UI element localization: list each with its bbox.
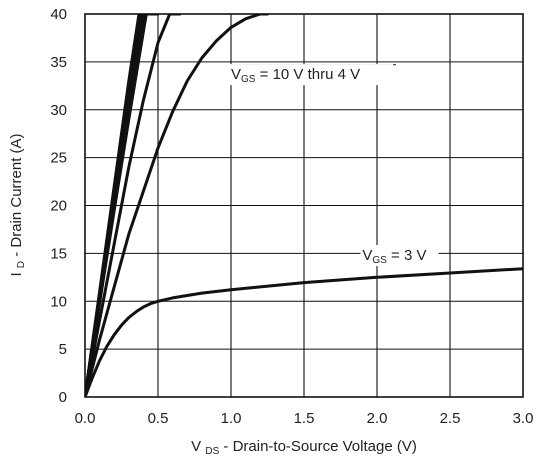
y-axis-title: I D - Drain Current (A) (8, 133, 28, 276)
annotation-label-1: VGS = 10 V thru 4 V (231, 66, 360, 85)
y-tick-label: 10 (50, 293, 67, 310)
x-axis-title-main: V (191, 438, 201, 455)
series-line-7 (85, 14, 182, 397)
x-tick-label: 2.5 (440, 410, 461, 427)
series-line-6 (85, 14, 160, 397)
y-tick-labels: 0 5 10 15 20 25 30 35 40 (50, 6, 67, 406)
annotation-main: V (362, 247, 372, 264)
plot-frame (84, 13, 524, 398)
annotation-main: V (231, 66, 241, 83)
y-axis-title-sub: D (16, 261, 27, 268)
x-axis-title-sub: DS (205, 446, 219, 457)
y-tick-label: 30 (50, 102, 67, 119)
annotation-sub: GS (372, 255, 387, 266)
annotation-sub: GS (241, 74, 256, 85)
y-axis-title-main: I (8, 272, 25, 276)
series-line-8 (85, 14, 269, 397)
annotation-background-2 (360, 245, 439, 267)
x-axis-title: V DS - Drain-to-Source Voltage (V) (191, 438, 417, 458)
curves (85, 14, 523, 397)
x-axis-title-rest: - Drain-to-Source Voltage (V) (223, 438, 416, 455)
y-tick-label: 0 (59, 389, 67, 406)
series-line-9 (85, 267, 523, 397)
y-tick-label: 5 (59, 341, 67, 358)
x-tick-label: 0.0 (75, 410, 96, 427)
x-tick-label: 1.0 (221, 410, 242, 427)
y-axis-title-rest: - Drain Current (A) (8, 133, 25, 256)
annotation-background-1 (229, 64, 394, 86)
y-tick-label: 20 (50, 198, 67, 215)
y-tick-label: 15 (50, 245, 67, 262)
y-tick-label: 25 (50, 150, 67, 167)
x-tick-label: 2.0 (367, 410, 388, 427)
x-tick-labels: 0.0 0.5 1.0 1.5 2.0 2.5 3.0 (75, 410, 534, 427)
y-tick-label: 35 (50, 54, 67, 71)
annotation-rest: = 10 V thru 4 V (255, 66, 360, 83)
annotation-rest: = 3 V (387, 247, 427, 264)
x-tick-label: 1.5 (294, 410, 315, 427)
y-tick-label: 40 (50, 6, 67, 23)
annotation-label-2: VGS = 3 V (362, 247, 426, 266)
x-tick-label: 0.5 (148, 410, 169, 427)
x-tick-label: 3.0 (513, 410, 534, 427)
